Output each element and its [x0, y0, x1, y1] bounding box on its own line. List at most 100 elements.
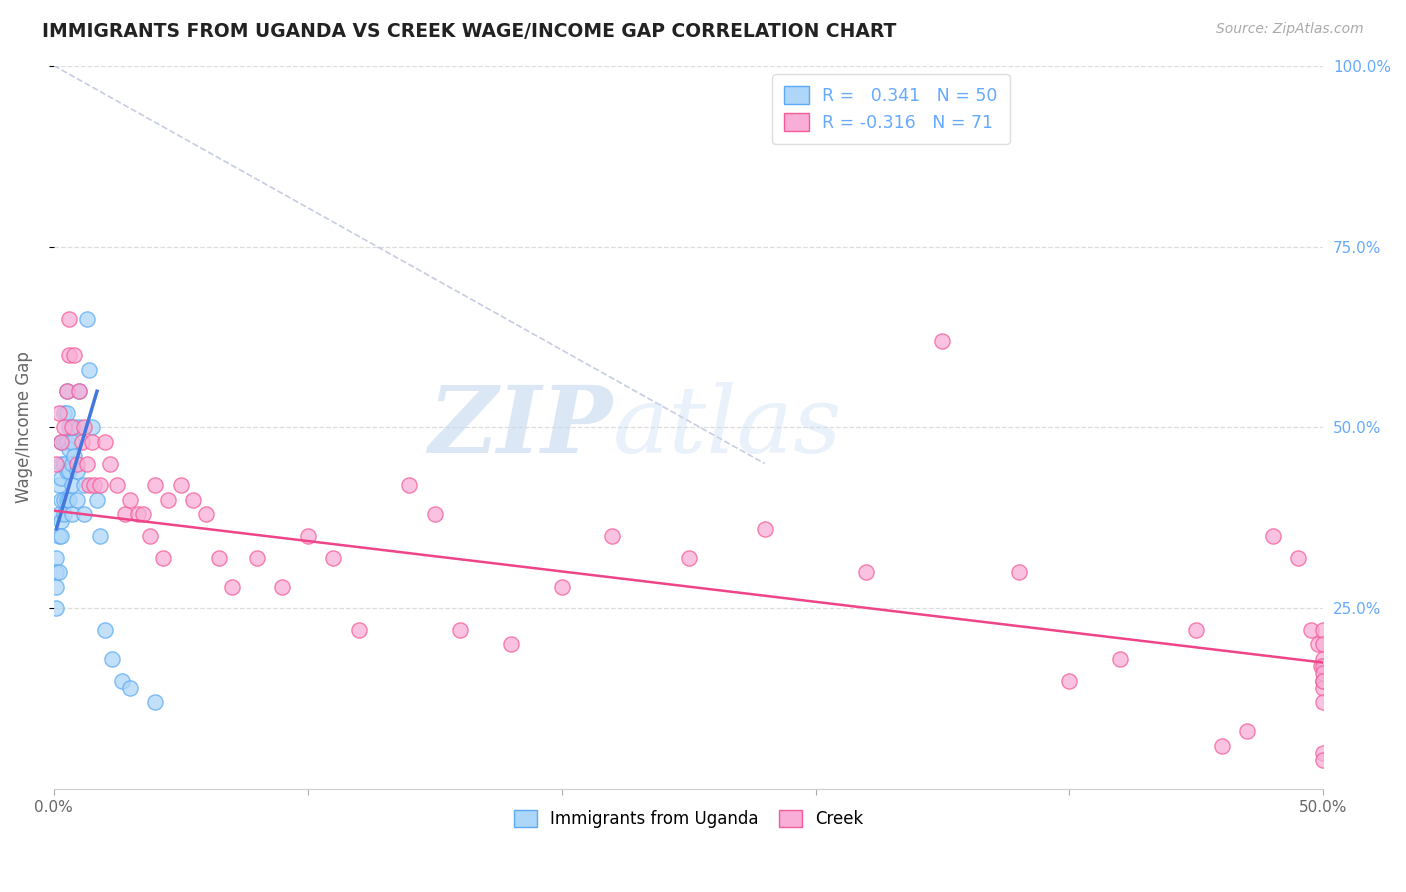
Point: [1312, 638, 1334, 652]
Point: [79, 362, 101, 376]
Point: [183, 492, 205, 507]
Point: [55, 434, 77, 449]
Point: [53, 434, 76, 449]
Point: [53, 508, 76, 522]
Point: [98, 457, 121, 471]
Point: [51, 492, 73, 507]
Point: [152, 550, 174, 565]
Point: [93, 434, 115, 449]
Point: [55, 492, 77, 507]
Point: [1286, 550, 1309, 565]
Point: [60, 420, 83, 434]
Point: [1312, 659, 1334, 673]
Point: [1109, 652, 1132, 666]
Point: [60, 457, 83, 471]
Point: [347, 623, 370, 637]
Point: [398, 478, 420, 492]
Point: [60, 478, 83, 492]
Point: [221, 580, 243, 594]
Point: [73, 478, 96, 492]
Point: [145, 695, 167, 709]
Point: [45, 565, 67, 579]
Point: [67, 384, 90, 399]
Point: [1261, 529, 1284, 543]
Point: [145, 478, 167, 492]
Point: [76, 311, 98, 326]
Point: [48, 406, 70, 420]
Point: [127, 508, 149, 522]
Text: IMMIGRANTS FROM UGANDA VS CREEK WAGE/INCOME GAP CORRELATION CHART: IMMIGRANTS FROM UGANDA VS CREEK WAGE/INC…: [42, 22, 897, 41]
Point: [1312, 666, 1334, 681]
Point: [297, 529, 319, 543]
Point: [53, 406, 76, 420]
Point: [931, 334, 953, 348]
Point: [499, 638, 522, 652]
Point: [86, 492, 108, 507]
Point: [60, 434, 83, 449]
Point: [48, 529, 70, 543]
Point: [322, 550, 344, 565]
Point: [602, 529, 624, 543]
Point: [58, 311, 80, 326]
Point: [53, 457, 76, 471]
Point: [89, 478, 111, 492]
Point: [66, 457, 89, 471]
Point: [1007, 565, 1029, 579]
Point: [51, 434, 73, 449]
Point: [1312, 681, 1334, 695]
Point: [157, 492, 180, 507]
Point: [114, 508, 136, 522]
Point: [66, 492, 89, 507]
Point: [45, 550, 67, 565]
Point: [51, 515, 73, 529]
Point: [1312, 695, 1334, 709]
Point: [678, 550, 700, 565]
Point: [67, 420, 90, 434]
Point: [246, 550, 269, 565]
Point: [58, 420, 80, 434]
Point: [53, 492, 76, 507]
Point: [423, 508, 446, 522]
Point: [45, 457, 67, 471]
Point: [58, 442, 80, 456]
Point: [63, 420, 86, 434]
Point: [51, 471, 73, 485]
Point: [53, 420, 76, 434]
Point: [101, 652, 124, 666]
Point: [131, 508, 153, 522]
Point: [70, 434, 93, 449]
Point: [754, 522, 776, 536]
Point: [550, 580, 572, 594]
Text: ZIP: ZIP: [429, 383, 613, 473]
Point: [1211, 739, 1233, 753]
Point: [1308, 638, 1330, 652]
Point: [55, 406, 77, 420]
Point: [1299, 623, 1322, 637]
Point: [83, 478, 105, 492]
Point: [170, 478, 193, 492]
Point: [45, 601, 67, 615]
Point: [58, 464, 80, 478]
Point: [58, 492, 80, 507]
Point: [51, 457, 73, 471]
Point: [55, 384, 77, 399]
Point: [1312, 673, 1334, 688]
Point: [1312, 623, 1334, 637]
Point: [73, 508, 96, 522]
Point: [1312, 746, 1334, 760]
Point: [855, 565, 877, 579]
Y-axis label: Wage/Income Gap: Wage/Income Gap: [15, 351, 32, 503]
Point: [55, 464, 77, 478]
Point: [79, 478, 101, 492]
Point: [55, 384, 77, 399]
Point: [118, 681, 141, 695]
Text: Source: ZipAtlas.com: Source: ZipAtlas.com: [1216, 22, 1364, 37]
Point: [1185, 623, 1208, 637]
Point: [1312, 673, 1334, 688]
Point: [1312, 652, 1334, 666]
Text: atlas: atlas: [613, 383, 842, 473]
Point: [139, 529, 162, 543]
Point: [80, 434, 103, 449]
Point: [48, 508, 70, 522]
Point: [1059, 673, 1081, 688]
